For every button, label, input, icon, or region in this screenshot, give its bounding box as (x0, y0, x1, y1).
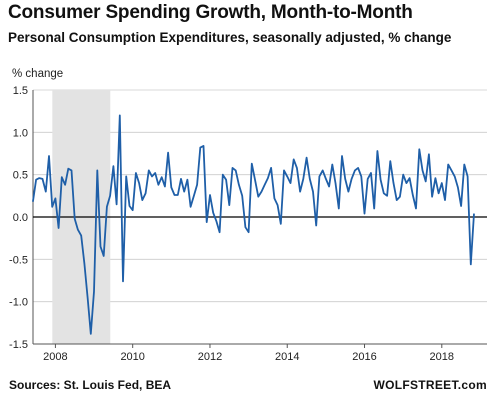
y-tick-label: 0.5 (13, 170, 28, 182)
y-tick-label: 1.5 (13, 85, 28, 97)
y-tick-label: -1.0 (9, 297, 28, 309)
x-tick-label: 2014 (275, 351, 299, 363)
series-layer (32, 114, 475, 335)
chart-title: Consumer Spending Growth, Month-to-Month (8, 2, 413, 23)
x-tick-label: 2008 (43, 351, 67, 363)
x-tick-label: 2010 (120, 351, 144, 363)
tick-labels: 1.5 1.0 0.5 0.0 -0.5 -1.0 -1.5 2008 2010 2012 2014… (9, 68, 454, 363)
y-tick-label: -1.5 (9, 339, 28, 351)
series-line (32, 114, 475, 335)
brand-mark: WOLFSTREET.com (373, 378, 487, 392)
source-note: Sources: St. Louis Fed, BEA (9, 378, 172, 392)
y-tick-label: 0.0 (13, 212, 28, 224)
x-tick-label: 2012 (198, 351, 222, 363)
y-tick-label: -0.5 (9, 254, 28, 266)
y-tick-label: 1.0 (13, 127, 28, 139)
y-axis-label: % change (12, 68, 63, 80)
chart-subtitle: Personal Consumption Expenditures, seaso… (8, 30, 452, 45)
axes (32, 90, 487, 348)
x-tick-label: 2018 (430, 351, 454, 363)
x-tick-label: 2016 (352, 351, 376, 363)
